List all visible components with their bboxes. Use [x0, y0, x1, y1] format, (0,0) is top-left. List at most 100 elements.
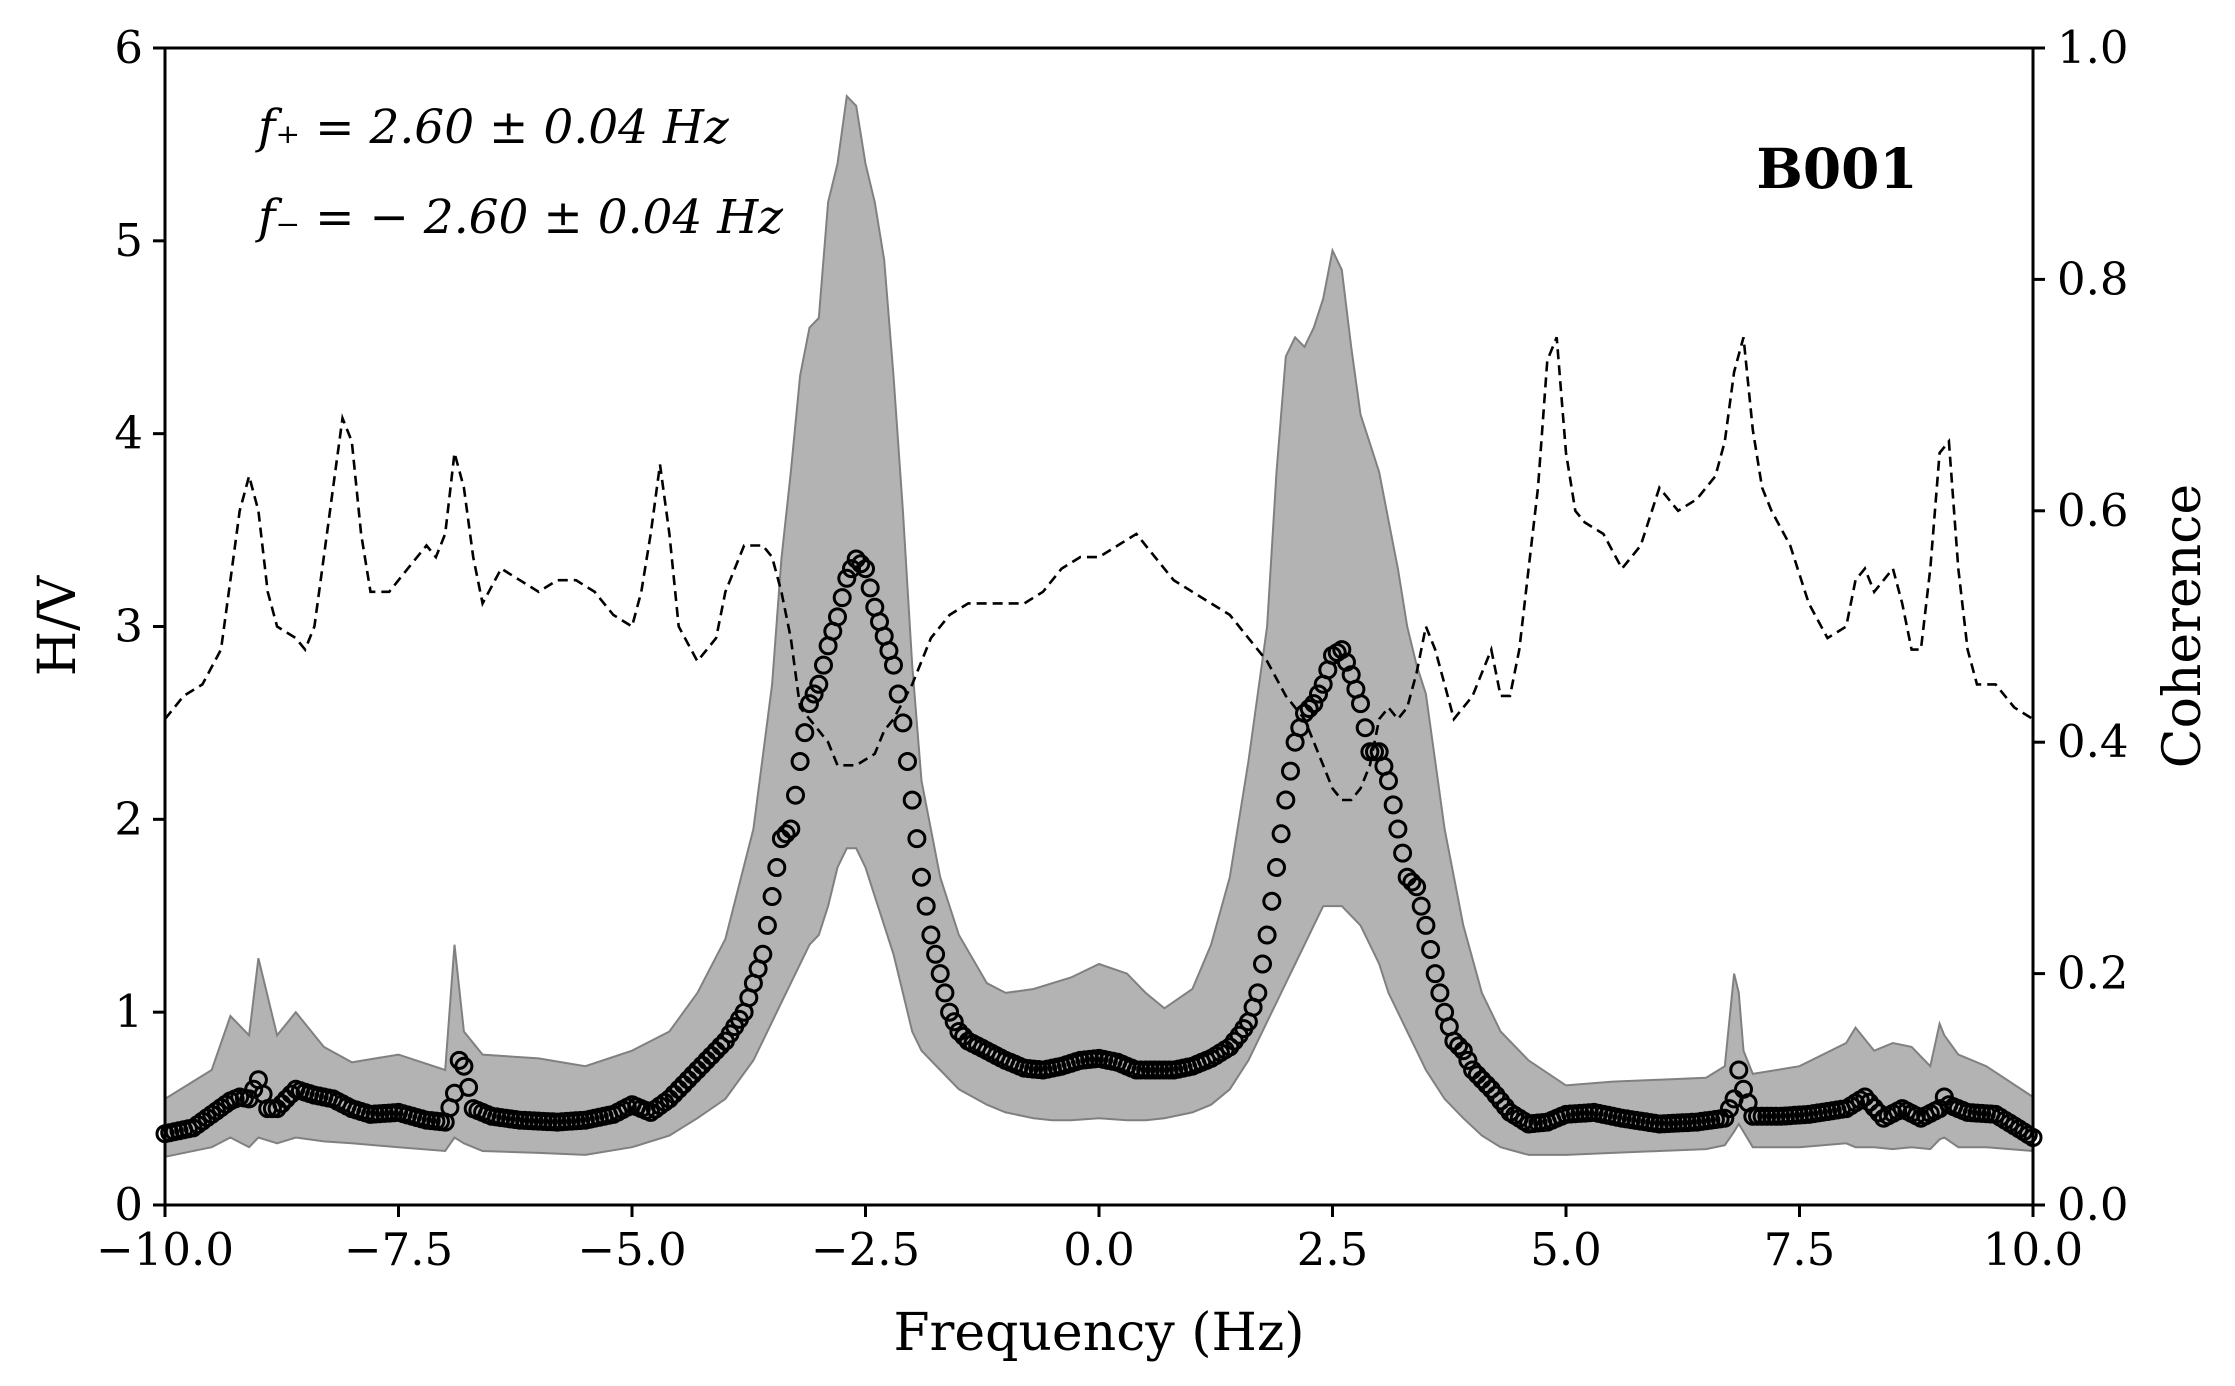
hv-marker	[926, 944, 946, 964]
hv-marker	[281, 1084, 301, 1104]
hv-marker	[907, 829, 927, 849]
hv-marker	[837, 568, 857, 588]
hv-marker	[1388, 819, 1408, 839]
left-y-tick-label: 5	[114, 214, 143, 267]
hv-marker	[1304, 694, 1324, 714]
left-y-tick-label: 3	[114, 600, 143, 653]
hv-marker	[767, 858, 787, 877]
hv-marker	[1407, 877, 1427, 897]
hv-marker	[832, 588, 852, 608]
hv-marker	[935, 983, 955, 1003]
hv-marker	[1729, 1060, 1749, 1080]
hv-marker	[916, 896, 936, 916]
hv-marker	[454, 1056, 474, 1076]
x-axis-label: Frequency (Hz)	[893, 1303, 1304, 1363]
hv-uncertainty-band	[164, 94, 2034, 1159]
hv-marker	[1355, 718, 1375, 738]
hv-marker	[1393, 843, 1413, 863]
left-y-tick-label: 4	[114, 407, 143, 460]
x-tick-label: −10.0	[96, 1223, 234, 1276]
hv-marker	[884, 655, 903, 675]
right-y-tick-label: 0.0	[2057, 1178, 2129, 1231]
hv-marker	[1719, 1099, 1739, 1119]
hv-marker	[1267, 858, 1286, 877]
right-y-axis-ticks: 0.0 0.2 0.4 0.6 0.8 1.0	[2033, 21, 2129, 1231]
right-y-tick-label: 0.4	[2057, 715, 2129, 768]
hv-marker	[781, 819, 801, 839]
hv-marker	[1458, 1050, 1478, 1070]
hv-marker	[683, 1065, 703, 1085]
right-y-tick-label: 0.2	[2057, 947, 2129, 1000]
hv-marker	[795, 723, 815, 743]
x-tick-label: 0.0	[1063, 1223, 1135, 1276]
hv-marker	[1257, 925, 1277, 945]
hv-marker	[893, 713, 913, 733]
left-y-axis-label: H/V	[28, 574, 88, 676]
hv-marker	[1416, 915, 1436, 935]
left-y-tick-label: 0	[114, 1178, 143, 1231]
hv-marker	[1379, 771, 1398, 791]
hv-marker	[1477, 1075, 1497, 1094]
hv-marker	[1715, 1108, 1735, 1128]
hv-marker	[1444, 1031, 1464, 1051]
x-tick-label: −5.0	[577, 1223, 686, 1276]
hv-marker	[1351, 694, 1370, 714]
hv-marker	[1855, 1087, 1875, 1107]
hv-marker	[814, 655, 833, 675]
hv-marker	[902, 790, 922, 810]
coherence-line	[163, 336, 2034, 802]
hv-marker	[1271, 824, 1291, 844]
hv-marker	[459, 1077, 479, 1097]
hv-marker	[1864, 1098, 1884, 1118]
left-y-tick-label: 1	[114, 985, 143, 1038]
left-y-tick-label: 6	[114, 21, 143, 74]
hv-marker	[1472, 1070, 1492, 1090]
hv-marker	[786, 785, 805, 805]
hv-marker	[930, 964, 950, 984]
hv-marker	[1383, 795, 1403, 815]
left-y-axis-ticks: 0 1 2 3 4 5 6	[114, 21, 165, 1231]
hv-marker	[800, 694, 819, 714]
right-y-tick-label: 0.6	[2057, 484, 2129, 537]
hv-marker	[1869, 1103, 1889, 1123]
hv-marker	[1930, 1099, 1950, 1119]
hv-marker	[912, 867, 931, 887]
hv-marker	[1253, 954, 1272, 974]
x-axis-ticks: −10.0 −7.5 −5.0 −2.5 0.0 2.5 5.0 7.5 10.0	[96, 1205, 2083, 1276]
right-y-tick-label: 1.0	[2057, 21, 2129, 74]
coherence-line-layer	[163, 336, 2034, 802]
hv-marker	[1309, 684, 1328, 704]
hv-marker	[921, 925, 941, 945]
x-tick-label: −7.5	[344, 1223, 453, 1276]
hv-marker	[1411, 896, 1431, 916]
x-tick-label: 2.5	[1297, 1223, 1369, 1276]
x-tick-label: 7.5	[1764, 1223, 1836, 1276]
hv-marker	[1430, 983, 1450, 1003]
hv-marker	[757, 915, 777, 935]
hv-marker	[860, 578, 880, 598]
hv-marker	[1402, 872, 1422, 892]
hv-marker	[697, 1050, 717, 1070]
hv-marker	[1281, 761, 1300, 781]
x-tick-label: −2.5	[811, 1223, 920, 1276]
hv-marker	[678, 1070, 698, 1090]
hv-marker	[1860, 1092, 1879, 1112]
hv-marker	[1425, 964, 1445, 984]
hv-marker	[1276, 790, 1296, 810]
right-y-axis-label: Coherence	[2153, 484, 2213, 768]
hv-marker	[809, 674, 829, 694]
hv-marker	[1453, 1041, 1473, 1061]
x-tick-label: 10.0	[1983, 1223, 2083, 1276]
x-tick-label: 5.0	[1530, 1223, 1602, 1276]
hv-uncertainty-band-layer	[164, 94, 2034, 1159]
hv-marker	[940, 1002, 960, 1022]
hv-marker	[1299, 699, 1319, 718]
f-plus-annotation: f₊ = 2.60 ± 0.04 Hz	[255, 100, 729, 155]
hv-marker	[762, 887, 782, 906]
left-y-tick-label: 2	[114, 792, 143, 845]
hv-marker	[664, 1084, 684, 1104]
right-y-tick-label: 0.8	[2057, 252, 2129, 305]
hv-marker	[842, 559, 861, 579]
hv-marker	[856, 559, 875, 579]
